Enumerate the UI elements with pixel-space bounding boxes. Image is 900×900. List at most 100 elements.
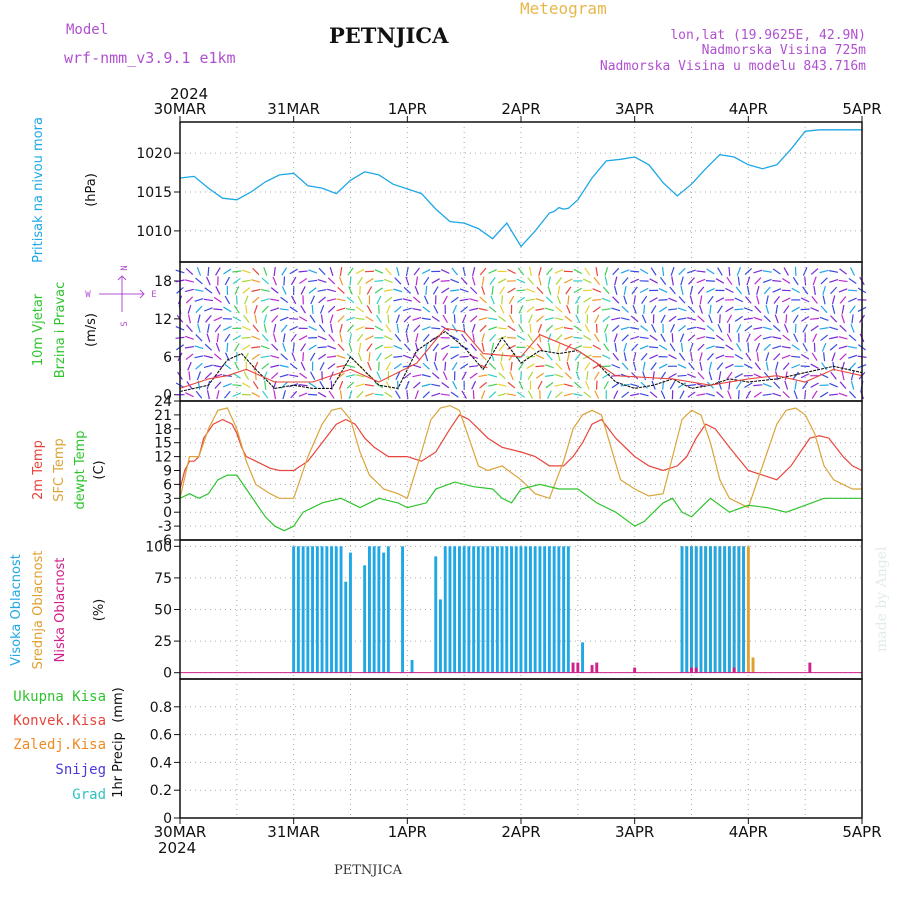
wind-barb bbox=[384, 391, 393, 398]
wind-barb bbox=[472, 333, 476, 343]
wind-barb bbox=[536, 343, 544, 352]
wind-barb bbox=[207, 266, 210, 277]
wind-barb bbox=[327, 305, 336, 313]
wind-barb bbox=[583, 391, 592, 398]
wind-barb bbox=[355, 317, 365, 320]
cloud-bar-high bbox=[519, 546, 523, 673]
wind-barb bbox=[184, 345, 195, 349]
wind-barb bbox=[537, 380, 543, 390]
wind-barb bbox=[394, 333, 402, 342]
wind-barb bbox=[440, 393, 450, 396]
wind-barb bbox=[593, 277, 601, 285]
wind-barb bbox=[206, 390, 210, 400]
wind-barb bbox=[459, 298, 469, 302]
wind-barb bbox=[715, 346, 725, 349]
wind-barb bbox=[575, 371, 580, 381]
wind-barb bbox=[327, 345, 336, 350]
wind-barb bbox=[384, 353, 393, 360]
cloud-bar-high bbox=[439, 599, 442, 673]
wind-barb bbox=[203, 298, 213, 302]
wind-barb bbox=[478, 374, 488, 378]
wind-barb bbox=[481, 285, 486, 295]
wind-barb bbox=[412, 296, 421, 304]
wind-barb bbox=[696, 270, 706, 273]
wind-barb bbox=[850, 323, 855, 333]
elevation-label: Nadmorska Visina 725m bbox=[702, 43, 867, 58]
wind-barb bbox=[810, 268, 819, 275]
wind-barb bbox=[630, 315, 639, 323]
wind-barb bbox=[848, 277, 857, 284]
wind-barb bbox=[241, 325, 251, 331]
wind-barb bbox=[469, 372, 478, 379]
wind-barb bbox=[602, 286, 610, 295]
wind-barb bbox=[368, 352, 371, 362]
wind-barb bbox=[195, 305, 203, 314]
wind-barb bbox=[651, 324, 657, 333]
wind-barb bbox=[393, 355, 403, 358]
wind-barb bbox=[725, 344, 734, 351]
wind-barb bbox=[213, 308, 223, 311]
wind-barb bbox=[526, 306, 535, 313]
cloud-ylabel-high: Visoka Oblacnost bbox=[9, 554, 24, 666]
wind-barb bbox=[204, 287, 213, 294]
wind-barb bbox=[763, 343, 771, 351]
wind-barb bbox=[394, 390, 401, 399]
wind-barb bbox=[223, 268, 232, 275]
wind-barb bbox=[584, 380, 590, 390]
wind-barb bbox=[386, 305, 391, 314]
wind-barb bbox=[451, 267, 458, 276]
cloud-bar-high bbox=[699, 546, 703, 673]
wind-barb bbox=[630, 326, 640, 330]
wind-barb bbox=[339, 323, 343, 333]
wind-barb bbox=[744, 382, 753, 389]
wind-barb bbox=[668, 297, 677, 303]
wind-barb bbox=[444, 361, 447, 371]
wind-barb bbox=[545, 296, 554, 304]
y-tick-label: 0.4 bbox=[150, 755, 172, 771]
wind-barb bbox=[213, 364, 223, 368]
wind-barb bbox=[282, 342, 287, 352]
cloud-bar-high bbox=[349, 552, 352, 673]
wind-barb bbox=[280, 381, 288, 389]
wind-barb bbox=[195, 277, 203, 285]
wind-barb bbox=[203, 355, 213, 359]
wind-barb bbox=[452, 305, 458, 314]
wind-barb bbox=[658, 344, 668, 351]
wind-barb bbox=[765, 304, 770, 314]
wind-barb bbox=[478, 364, 488, 369]
wind-barb bbox=[546, 267, 553, 276]
cloud-bar-high bbox=[301, 546, 305, 673]
wind-barb bbox=[507, 268, 516, 275]
wind-barb bbox=[726, 314, 733, 324]
cloud-bar-high bbox=[339, 546, 343, 673]
wind-barb bbox=[847, 289, 858, 292]
wind-barb bbox=[431, 327, 441, 330]
cloud-ylabel-low: Niska Oblacnost bbox=[53, 558, 68, 663]
wind-barb bbox=[821, 362, 828, 371]
wind-barb bbox=[762, 393, 772, 396]
wind-barb bbox=[356, 391, 364, 399]
wind-barb bbox=[716, 362, 724, 371]
wind-barb bbox=[432, 343, 439, 352]
y-tick-label: -3 bbox=[158, 519, 172, 535]
wind-barb bbox=[506, 336, 517, 339]
wind-barb bbox=[413, 324, 421, 333]
wind-barb bbox=[649, 346, 659, 349]
wind-barb bbox=[668, 354, 677, 360]
wind-barb bbox=[318, 324, 326, 333]
wind-barb bbox=[433, 305, 439, 314]
wind-barb bbox=[421, 383, 431, 387]
wind-barb bbox=[810, 325, 819, 332]
wind-barb bbox=[383, 278, 393, 284]
wind-barb bbox=[696, 393, 706, 397]
cloud-bar-high bbox=[491, 546, 494, 673]
wind-barb bbox=[279, 364, 289, 368]
wind-barb bbox=[328, 333, 335, 342]
wind-barb bbox=[403, 286, 412, 294]
wind-barb bbox=[670, 324, 676, 333]
cloud-bar-high bbox=[737, 546, 741, 673]
wind-barb bbox=[365, 278, 374, 284]
y-tick-label: 1015 bbox=[136, 185, 172, 201]
x-tick-label-bottom: 4APR bbox=[729, 823, 768, 841]
wind-barb bbox=[478, 317, 488, 321]
